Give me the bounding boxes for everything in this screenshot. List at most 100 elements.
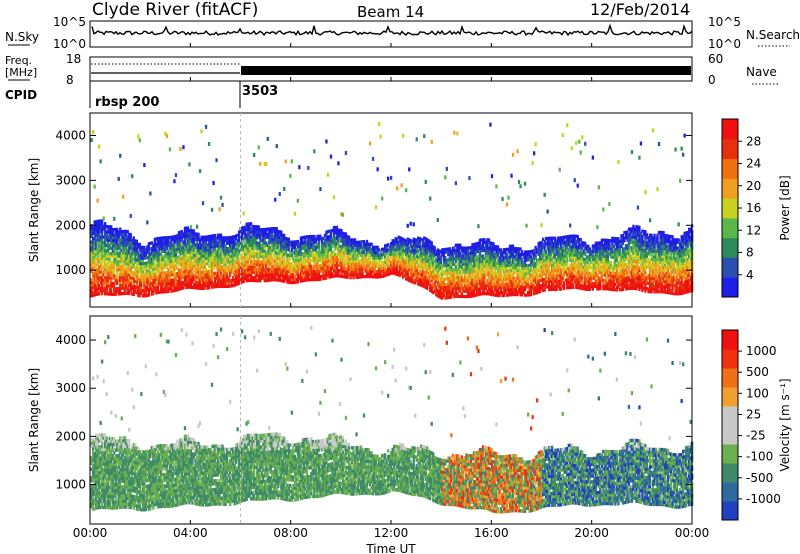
power-echo <box>314 245 317 249</box>
power-echo <box>257 230 260 234</box>
power-echo <box>350 270 354 274</box>
power-echo <box>176 288 179 292</box>
power-echo <box>149 271 152 275</box>
power-echo-sparse <box>344 151 348 155</box>
power-echo <box>379 275 382 279</box>
power-echo <box>418 280 421 284</box>
power-echo <box>200 276 203 280</box>
power-echo <box>170 238 173 242</box>
power-echo <box>219 284 223 288</box>
power-echo <box>331 255 334 260</box>
power-echo <box>238 270 241 275</box>
power-echo <box>396 248 399 252</box>
power-echo <box>391 252 394 256</box>
power-echo <box>248 270 251 274</box>
power-echo <box>197 246 200 250</box>
power-echo <box>111 236 114 240</box>
power-echo <box>275 254 278 258</box>
power-echo <box>197 262 200 266</box>
power-echo <box>191 240 194 244</box>
power-echo <box>149 266 152 270</box>
power-echo <box>104 286 107 290</box>
power-echo <box>302 262 305 266</box>
power-echo <box>224 282 227 286</box>
power-echo <box>111 265 114 269</box>
power-echo <box>129 257 132 261</box>
power-echo <box>235 234 238 238</box>
power-echo <box>224 279 227 283</box>
power-echo <box>420 256 423 260</box>
power-echo <box>119 265 122 269</box>
power-echo <box>134 274 137 278</box>
power-echo <box>230 235 233 239</box>
power-echo <box>424 250 427 254</box>
power-echo <box>376 264 379 268</box>
power-echo <box>307 262 310 266</box>
power-echo <box>134 269 137 273</box>
power-echo <box>101 278 104 282</box>
power-echo <box>412 270 415 274</box>
power-echo <box>134 250 137 254</box>
power-echo <box>95 276 98 280</box>
power-echo <box>289 275 292 279</box>
power-echo <box>111 292 114 296</box>
power-echo <box>92 250 95 254</box>
power-echo <box>319 253 322 257</box>
power-echo <box>435 268 438 273</box>
power-echo <box>394 245 397 249</box>
power-echo <box>346 264 349 269</box>
power-echo <box>393 263 396 267</box>
power-echo <box>101 240 104 245</box>
power-echo <box>216 263 220 267</box>
power-echo <box>117 230 120 234</box>
power-echo <box>343 272 346 276</box>
power-echo <box>271 246 274 250</box>
power-echo <box>92 245 95 249</box>
power-echo <box>268 240 271 245</box>
power-echo <box>329 229 333 233</box>
power-echo <box>274 264 277 268</box>
power-echo <box>274 240 277 244</box>
power-echo <box>110 241 113 245</box>
power-echo <box>201 273 205 277</box>
power-echo <box>314 237 317 241</box>
power-echo <box>361 248 364 252</box>
power-echo <box>370 248 373 252</box>
power-echo <box>286 240 289 244</box>
power-echo <box>409 241 412 245</box>
power-echo <box>292 240 295 244</box>
power-echo <box>180 235 184 239</box>
power-echo <box>171 281 175 285</box>
power-echo <box>158 255 161 259</box>
power-echo <box>207 235 211 239</box>
power-echo <box>343 245 346 249</box>
cpid-entry-1: rbsp 200 <box>95 95 159 110</box>
power-echo <box>251 259 254 264</box>
power-echo <box>251 224 254 229</box>
power-echo <box>153 280 156 285</box>
power-echo <box>268 265 271 269</box>
power-echo <box>135 280 138 284</box>
power-echo <box>140 248 143 252</box>
power-echo <box>368 266 372 271</box>
power-echo <box>180 265 184 269</box>
power-echo <box>98 265 101 269</box>
power-echo <box>283 244 286 248</box>
power-echo <box>195 259 199 263</box>
power-echo <box>238 262 241 266</box>
power-echo <box>221 236 224 240</box>
power-echo <box>207 272 211 276</box>
power-echo <box>114 257 117 261</box>
power-echo <box>110 252 113 256</box>
power-echo <box>179 244 182 248</box>
power-echo <box>156 239 159 243</box>
power-echo <box>119 276 122 280</box>
power-echo <box>411 255 414 260</box>
power-echo <box>402 256 405 260</box>
power-echo <box>358 254 361 258</box>
power-echo <box>319 266 322 271</box>
power-echo <box>394 247 397 252</box>
power-echo <box>384 249 387 253</box>
power-echo <box>152 246 155 250</box>
power-echo <box>201 235 205 239</box>
